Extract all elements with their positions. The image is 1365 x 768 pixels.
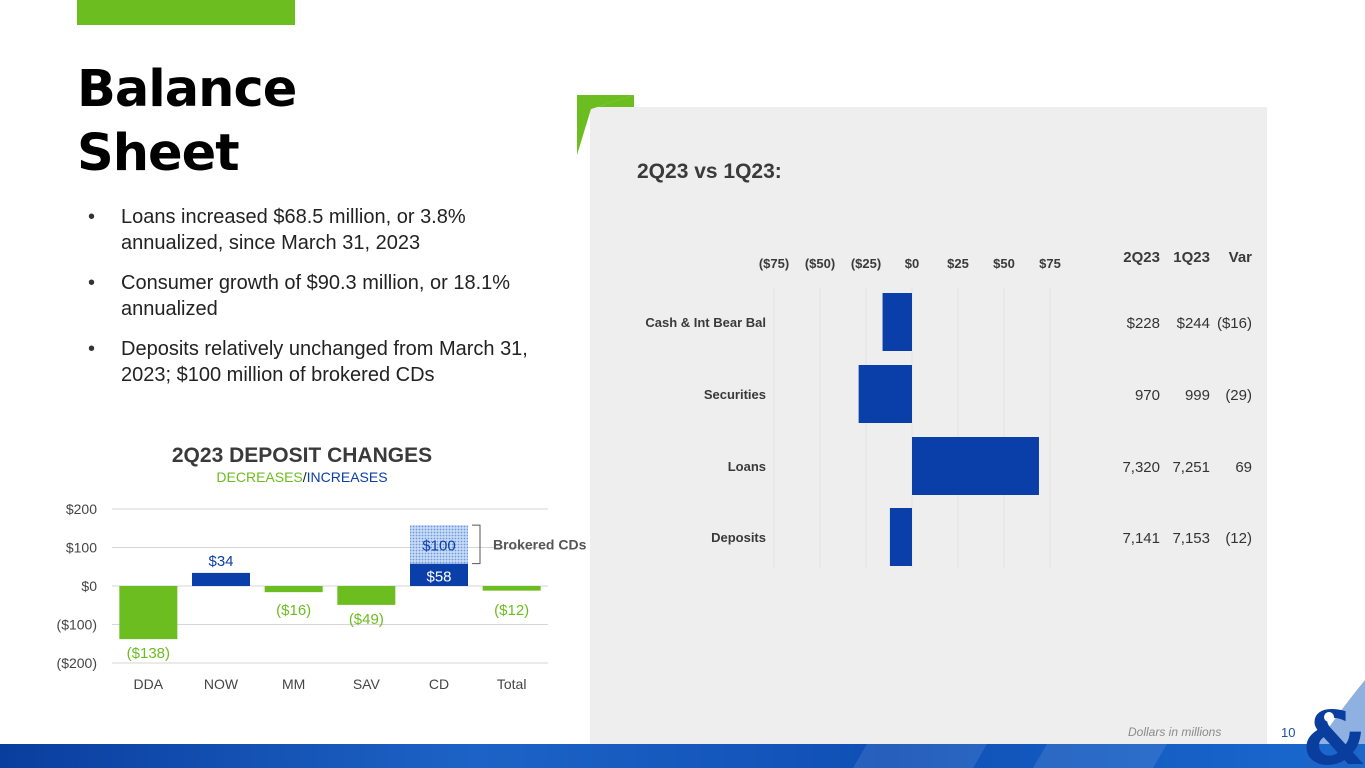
x-tick-label: ($75) — [759, 256, 789, 271]
table-cell: 7,153 — [1172, 530, 1210, 547]
page-title: Balance Sheet — [77, 58, 297, 186]
table-cell: 970 — [1135, 387, 1160, 404]
page-number: 10 — [1281, 725, 1296, 740]
data-label: ($49) — [349, 611, 384, 628]
table-cell: 69 — [1235, 459, 1252, 476]
x-tick-label: $25 — [947, 256, 969, 271]
table-cell: $244 — [1177, 315, 1210, 332]
x-tick-label: $0 — [905, 256, 919, 271]
bar-deposits — [889, 508, 912, 566]
bullet-item: Consumer growth of $90.3 million, or 18.… — [88, 270, 528, 322]
title-line-2: Sheet — [77, 124, 240, 183]
x-tick-label: CD — [429, 676, 449, 692]
subtitle-separator: / — [303, 469, 307, 485]
bar-dda — [119, 586, 178, 640]
bar-brokered-cds — [410, 525, 468, 564]
table-cell: (12) — [1225, 530, 1252, 547]
x-tick-label: $50 — [993, 256, 1015, 271]
band-stripe — [853, 744, 987, 768]
subtitle-decreases: DECREASES — [216, 469, 302, 485]
bar-securities — [858, 365, 912, 423]
deposit-chart-svg: 2Q23 DEPOSIT CHANGES DECREASES/INCREASES $… — [57, 444, 587, 692]
y-tick-label: $0 — [81, 578, 97, 594]
y-tick-label: $200 — [66, 501, 97, 517]
bar-mm — [264, 586, 323, 593]
table-cell: (29) — [1225, 387, 1252, 404]
data-label: ($12) — [494, 602, 529, 619]
footnote: Dollars in millions — [1128, 725, 1222, 739]
bullet-item: Deposits relatively unchanged from March… — [88, 336, 528, 388]
category-label: Loans — [728, 459, 766, 474]
balance-sheet-chart: ($75) ($50) ($25) $0 $25 $50 $75 Cash & Int Bea… — [590, 240, 1267, 600]
x-tick-label: MM — [282, 676, 305, 692]
data-label: ($138) — [127, 645, 170, 662]
top-accent-bar — [77, 0, 295, 25]
category-label: Securities — [704, 387, 766, 402]
data-label: $34 — [208, 553, 233, 570]
x-tick-label: Total — [497, 676, 527, 692]
table-header: 2Q23 — [1123, 249, 1160, 266]
table-cell: 7,320 — [1122, 459, 1160, 476]
x-tick-label: DDA — [134, 676, 164, 692]
data-label: $100 — [422, 537, 455, 554]
table-cell: ($16) — [1217, 315, 1252, 332]
deposit-changes-chart: 2Q23 DEPOSIT CHANGES DECREASES/INCREASES $… — [40, 438, 588, 708]
bottom-band — [0, 744, 1365, 768]
band-stripe — [1033, 744, 1167, 768]
chart-subtitle: DECREASES/INCREASES — [216, 469, 387, 485]
brokered-bracket — [472, 524, 481, 565]
y-tick-label: $100 — [66, 540, 97, 556]
data-label: $58 — [426, 569, 451, 586]
title-line-1: Balance — [77, 60, 297, 119]
bullet-item: Loans increased $68.5 million, or 3.8% a… — [88, 204, 528, 256]
data-label: ($16) — [276, 602, 311, 619]
category-label: Deposits — [711, 530, 766, 545]
panel-title: 2Q23 vs 1Q23: — [637, 160, 782, 183]
x-tick-label: NOW — [204, 676, 239, 692]
corner-accent-mark — [577, 95, 634, 155]
category-label: Cash & Int Bear Bal — [645, 315, 766, 330]
x-tick-label: $75 — [1039, 256, 1061, 271]
brokered-annotation: Brokered CDs — [493, 536, 587, 552]
subtitle-increases: INCREASES — [307, 469, 388, 485]
chart-title: 2Q23 DEPOSIT CHANGES — [172, 444, 432, 467]
bar-cd — [410, 563, 468, 586]
x-tick-label: ($25) — [851, 256, 881, 271]
x-tick-label: SAV — [353, 676, 381, 692]
bar-sav — [337, 586, 396, 605]
balance-chart-svg: ($75) ($50) ($25) $0 $25 $50 $75 Cash & Int Bea… — [645, 249, 1253, 568]
table-cell: 7,141 — [1122, 530, 1160, 547]
bar-now — [192, 572, 250, 586]
table-cell: 999 — [1185, 387, 1210, 404]
table-header: 1Q23 — [1173, 249, 1210, 266]
bar-loans — [912, 437, 1039, 495]
x-tick-label: ($50) — [805, 256, 835, 271]
svg-text:&: & — [1302, 696, 1365, 768]
y-tick-label: ($200) — [57, 655, 97, 671]
bar-cash-int-bear-bal — [882, 293, 912, 351]
comparison-panel — [590, 107, 1267, 747]
ampersand-logo-icon: & — [1302, 680, 1365, 768]
bar-total — [482, 586, 541, 591]
y-tick-label: ($100) — [57, 617, 97, 633]
table-cell: $228 — [1127, 315, 1160, 332]
bullet-list: Loans increased $68.5 million, or 3.8% a… — [88, 204, 528, 402]
table-header: Var — [1229, 249, 1253, 266]
table-cell: 7,251 — [1172, 459, 1210, 476]
